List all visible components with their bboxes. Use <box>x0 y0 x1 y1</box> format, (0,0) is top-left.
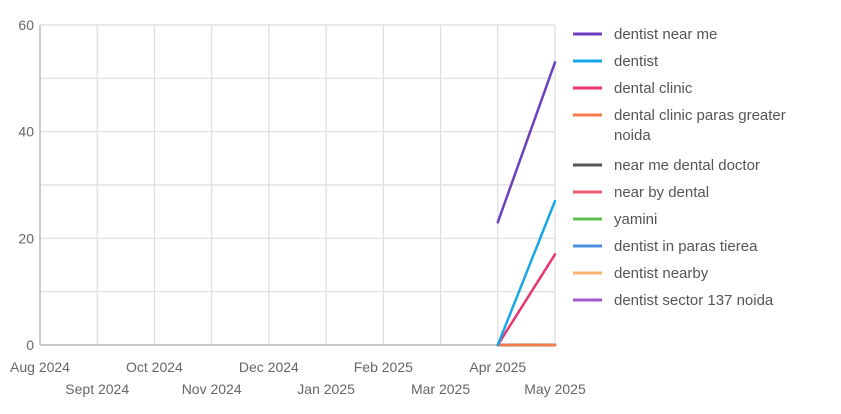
x-tick-label: Dec 2024 <box>239 359 299 375</box>
y-tick-label: 20 <box>18 230 34 246</box>
x-tick-label: Mar 2025 <box>411 381 470 397</box>
series-line-2 <box>496 253 557 347</box>
legend-item: dental clinic paras greater noida <box>573 107 786 144</box>
legend-label: dental clinic paras greater noida <box>614 107 786 144</box>
legend-item: dental clinic <box>573 80 693 97</box>
y-tick-label: 0 <box>26 337 34 353</box>
legend-label: near by dental <box>614 184 709 201</box>
x-axis-ticks: Aug 2024 Sept 2024 Oct 2024 Nov 2024 Dec 202… <box>10 359 586 397</box>
legend-label: dentist in paras tierea <box>614 238 758 255</box>
legend-item: dentist nearby <box>573 265 709 282</box>
x-tick-label: Sept 2024 <box>65 381 129 397</box>
legend-item: dentist sector 137 noida <box>573 292 774 309</box>
legend-label: near me dental doctor <box>614 157 760 174</box>
legend-label: dentist near me <box>614 26 717 43</box>
series-line-0 <box>496 61 557 224</box>
legend-item: dentist near me <box>573 26 717 43</box>
legend-item: dentist in paras tierea <box>573 238 758 255</box>
legend-item: near me dental doctor <box>573 157 760 174</box>
x-tick-label: May 2025 <box>524 381 586 397</box>
legend-label: dental clinic <box>614 80 693 97</box>
legend-label: yamini <box>614 211 657 228</box>
x-tick-label: Jan 2025 <box>297 381 355 397</box>
x-tick-label: Aug 2024 <box>10 359 70 375</box>
x-tick-label: Feb 2025 <box>354 359 413 375</box>
legend-label: dentist nearby <box>614 265 709 282</box>
grid-lines <box>39 24 556 346</box>
legend-item: near by dental <box>573 184 709 201</box>
y-tick-label: 60 <box>18 17 34 33</box>
x-tick-label: Oct 2024 <box>126 359 183 375</box>
x-tick-label: Apr 2025 <box>469 359 526 375</box>
x-tick-label: Nov 2024 <box>182 381 242 397</box>
series-line-1 <box>496 199 557 347</box>
y-axis-ticks: 0 20 40 60 <box>18 17 34 353</box>
legend-item: yamini <box>573 211 657 228</box>
legend-label: dentist sector 137 noida <box>614 292 774 309</box>
y-tick-label: 40 <box>18 124 34 140</box>
legend: dentist near me dentist dental clinic denta… <box>573 26 786 309</box>
legend-item: dentist <box>573 53 659 70</box>
series-lines <box>496 61 557 347</box>
legend-label: dentist <box>614 53 659 70</box>
